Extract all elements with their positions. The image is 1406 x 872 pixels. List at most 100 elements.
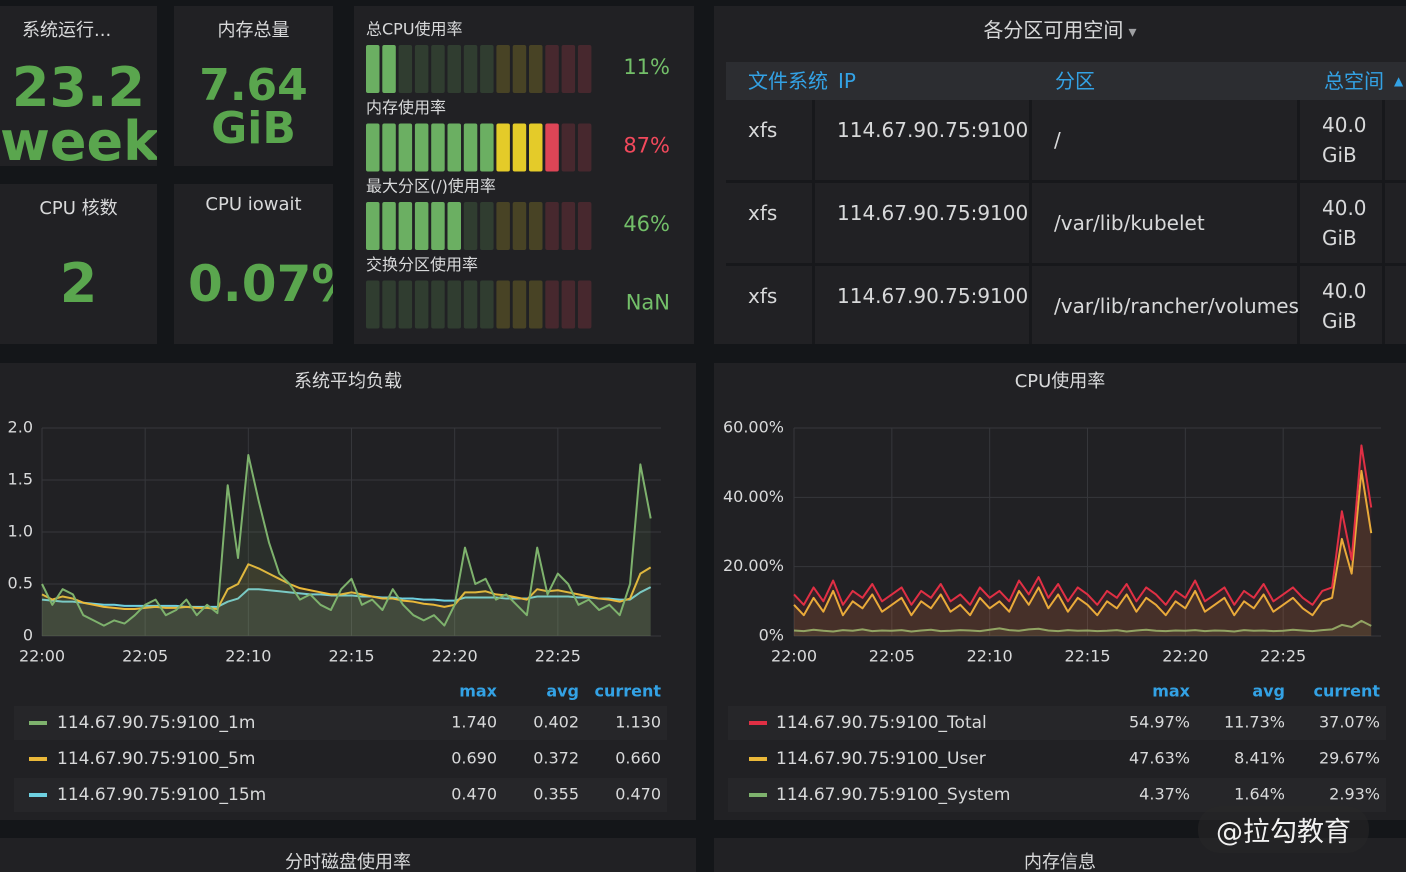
gauge-segment [382, 202, 396, 250]
column-header[interactable]: 文件系统 [748, 69, 828, 93]
legend-name[interactable]: 114.67.90.75:9100_1m [57, 713, 255, 733]
legend-value: 1.740 [451, 713, 497, 732]
table-cell: xfs [726, 183, 815, 263]
legend-value: 0.470 [615, 785, 661, 804]
table-cell: 114.67.90.75:9100 [815, 100, 1032, 180]
gauge-segment [366, 202, 380, 250]
column-header[interactable]: IP [838, 69, 856, 93]
legend-value: 0.355 [533, 785, 579, 804]
table-cell: 40.0 GiB [1300, 100, 1385, 180]
gauge-segment [545, 280, 559, 329]
gauge-segment [545, 202, 559, 250]
series-area [42, 564, 651, 636]
gauge-segment [382, 45, 396, 93]
gauge-segment [447, 45, 461, 93]
gauge-segment [382, 123, 396, 172]
legend-name[interactable]: 114.67.90.75:9100_User [776, 749, 986, 769]
table-cell: 40.0 GiB [1300, 266, 1385, 344]
gauge-value: NaN [626, 291, 670, 315]
gauge-segment [512, 280, 527, 329]
gauge-segment [561, 45, 576, 93]
series-area [794, 445, 1372, 636]
table-row: xfs 114.67.90.75:9100/40.0 GiB [726, 100, 1406, 183]
table-row: xfs 114.67.90.75:9100/var/lib/kubelet 40.0… [726, 183, 1406, 266]
gauge-label: 内存使用率 [366, 98, 446, 117]
gauge-segment [529, 280, 543, 329]
gauge-segment [398, 123, 413, 172]
y-tick-label: 0 [23, 626, 33, 645]
chart-title: CPU使用率 [1015, 371, 1106, 392]
panel-title: 内存信息 [1024, 852, 1096, 872]
gauge-segment [414, 45, 429, 93]
stat-value: 23.2 [11, 56, 146, 119]
x-tick-label: 22:20 [1162, 647, 1208, 666]
gauge-segment [463, 123, 478, 172]
gauge-segment [512, 202, 527, 250]
x-tick-label: 22:00 [771, 647, 817, 666]
table-cell: /var/lib/rancher/volumes [1032, 266, 1300, 344]
y-tick-label: 40.00% [723, 487, 784, 506]
stat-panel: CPU iowait 0.07% [174, 184, 333, 344]
y-tick-label: 20.00% [723, 556, 784, 575]
legend-header: avg [1252, 682, 1285, 701]
y-tick-label: 1.5 [8, 470, 33, 489]
panel-title: 分时磁盘使用率 [285, 852, 411, 872]
x-tick-label: 22:05 [122, 647, 168, 666]
gauge-label: 总CPU使用率 [366, 20, 463, 39]
legend-value: 47.63% [1129, 749, 1190, 768]
x-tick-label: 22:05 [869, 647, 915, 666]
stat-panel: CPU 核数 2 [0, 184, 157, 344]
gauge-segment [480, 280, 494, 329]
gauge-segment [463, 202, 478, 250]
legend-name[interactable]: 114.67.90.75:9100_Total [776, 713, 987, 733]
series-line [793, 619, 1372, 633]
table-cell: 40.0 GiB [1300, 183, 1385, 263]
legend-name[interactable]: 114.67.90.75:9100_5m [57, 749, 255, 769]
series-line [793, 469, 1373, 617]
legend-marker [749, 757, 767, 761]
line-chart: CPU使用率 0% 20.00% 40.00% 60.00% 22:00 22:05 22:1… [723, 371, 1386, 812]
legend-header: current [1313, 682, 1380, 701]
gauge-segment [398, 280, 413, 329]
gauge-segment [529, 45, 543, 93]
legend-header: avg [546, 682, 579, 701]
gauge-segment [529, 202, 543, 250]
table-cell: /var/lib/kubelet [1032, 183, 1300, 263]
legend-name[interactable]: 114.67.90.75:9100_System [776, 785, 1010, 805]
gauge-segment [447, 123, 461, 172]
stat-title: CPU iowait [205, 194, 302, 215]
gauge-segment [382, 280, 396, 329]
chart-title: 系统平均负载 [294, 371, 402, 392]
table-title[interactable]: 各分区可用空间 [983, 18, 1136, 42]
gauge-value: 11% [623, 55, 670, 79]
legend-name[interactable]: 114.67.90.75:9100_15m [57, 785, 266, 805]
stat-unit: week [0, 110, 157, 167]
bar-gauge: 总CPU使用率 11% 内存使用率 87% 最大分区(/)使用率 46% 交换分区使用率 Na… [366, 20, 670, 329]
series-area [794, 470, 1372, 636]
legend-header: max [459, 682, 497, 701]
legend-marker [749, 721, 767, 725]
column-header[interactable]: 分区 [1055, 69, 1095, 93]
x-tick-label: 22:10 [225, 647, 271, 666]
gauge-segment [496, 123, 510, 172]
series-area [794, 620, 1372, 636]
y-tick-label: 0.5 [8, 574, 33, 593]
column-header[interactable]: 总空间 [1324, 69, 1384, 93]
legend-marker [29, 793, 47, 797]
gauge-segment [414, 123, 429, 172]
x-tick-label: 22:10 [967, 647, 1013, 666]
gauge-segment [431, 280, 445, 329]
gauge-segment [561, 123, 576, 172]
gauge-segment [366, 280, 380, 329]
stat-panel: 内存总量 7.64 GiB [174, 6, 333, 166]
legend-value: 4.37% [1139, 785, 1190, 804]
panel: 分时磁盘使用率 [0, 838, 696, 872]
table-cell: xfs [726, 100, 815, 180]
gauge-segment [431, 45, 445, 93]
line-chart: 系统平均负载 0 0.5 1.0 1.5 2.0 22:00 22:05 22:10 22:15 2… [8, 371, 667, 812]
gauge-segment [480, 45, 494, 93]
legend-row-bg [14, 706, 667, 740]
gauge-segment [480, 123, 494, 172]
gauge-segment [447, 280, 461, 329]
